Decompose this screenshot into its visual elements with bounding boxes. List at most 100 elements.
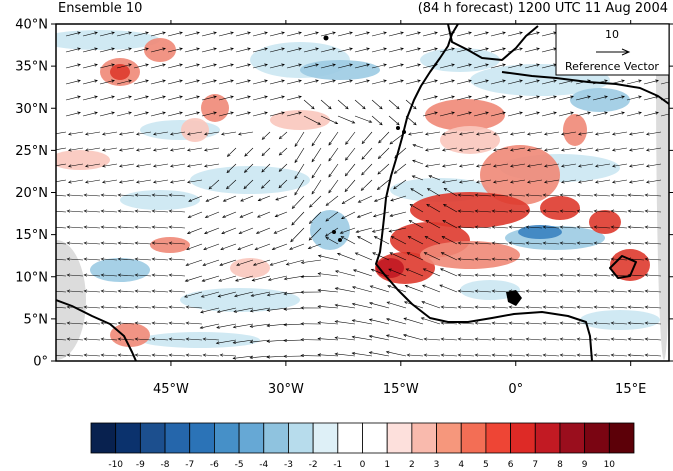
- wind-vector: [184, 48, 200, 53]
- wind-vector-head: [593, 321, 598, 325]
- wind-vector-head: [317, 304, 321, 309]
- wind-vector: [318, 306, 339, 309]
- wind-vector: [335, 353, 356, 357]
- wind-vector-head: [168, 257, 173, 261]
- wind-vector-head: [315, 79, 319, 83]
- wind-vector-head: [170, 180, 174, 184]
- wind-vector: [136, 147, 152, 151]
- wind-vector-head: [136, 132, 140, 136]
- wind-vector: [67, 210, 84, 213]
- wind-vector-head: [474, 257, 479, 261]
- wind-vector: [286, 259, 305, 265]
- wind-vector-head: [576, 353, 581, 357]
- wind-vector: [628, 354, 645, 357]
- wind-vector-head: [400, 31, 404, 35]
- wind-vector-head: [162, 63, 166, 67]
- wind-vector: [407, 354, 424, 357]
- wind-vector: [311, 147, 322, 162]
- wind-vector: [378, 131, 390, 144]
- wind-vector: [218, 96, 234, 101]
- wind-vector-head: [317, 272, 322, 276]
- wind-vector: [353, 269, 373, 277]
- wind-vector-head: [187, 148, 191, 152]
- wind-vector-head: [249, 324, 254, 328]
- wind-vector-head: [372, 252, 376, 256]
- wind-vector: [394, 163, 407, 174]
- wind-vector: [543, 290, 560, 293]
- colorbar-box: [510, 422, 536, 454]
- wind-vector-head: [309, 204, 313, 208]
- anomaly-patch: [190, 166, 310, 194]
- wind-vector-head: [527, 148, 531, 152]
- wind-vector: [577, 322, 594, 325]
- wind-vector-head: [226, 185, 230, 190]
- wind-vector: [284, 323, 305, 326]
- wind-vector-head: [525, 193, 530, 197]
- wind-vector: [560, 226, 577, 229]
- wind-vector-head: [151, 257, 156, 261]
- wind-vector: [575, 112, 591, 117]
- wind-vector: [102, 147, 118, 151]
- anomaly-patch: [540, 196, 580, 220]
- wind-vector: [56, 242, 67, 245]
- wind-vector-head: [386, 301, 391, 305]
- wind-vector-head: [83, 209, 88, 213]
- wind-vector: [390, 195, 407, 201]
- wind-vector-head: [100, 353, 105, 357]
- colorbar-label: 2: [409, 460, 415, 470]
- wind-vector-head: [83, 241, 88, 245]
- wind-vector: [541, 112, 557, 117]
- wind-vector-head: [186, 247, 190, 251]
- wind-vector: [118, 290, 135, 293]
- wind-vector: [205, 211, 220, 218]
- wind-vector: [526, 338, 543, 341]
- wind-vector-head: [136, 164, 140, 168]
- wind-vector-head: [184, 294, 188, 298]
- mediterranean-coast: [501, 71, 669, 105]
- wind-vector: [594, 194, 611, 197]
- wind-vector-head: [383, 63, 387, 67]
- wind-vector: [252, 48, 268, 53]
- wind-vector: [217, 307, 237, 313]
- wind-vector: [594, 354, 611, 357]
- wind-vector-head: [187, 164, 191, 168]
- wind-vector: [492, 194, 509, 197]
- wind-vector-head: [379, 105, 383, 110]
- wind-vector: [303, 115, 321, 125]
- wind-vector-head: [300, 306, 304, 310]
- wind-vector-head: [66, 321, 71, 325]
- wind-vector: [84, 258, 101, 261]
- wind-vector-head: [111, 79, 115, 83]
- wind-vector: [311, 179, 322, 195]
- wind-vector-head: [644, 337, 649, 341]
- wind-vector: [427, 188, 441, 197]
- wind-vector: [56, 210, 67, 213]
- wind-vector-head: [134, 353, 139, 357]
- wind-vector: [524, 96, 540, 101]
- wind-vector-head: [213, 63, 217, 67]
- wind-vector: [509, 306, 526, 309]
- wind-vector: [169, 242, 186, 245]
- wind-vector-head: [294, 175, 298, 180]
- wind-vector-head: [247, 63, 251, 67]
- wind-vector: [425, 163, 441, 167]
- wind-vector-head: [612, 164, 616, 168]
- wind-vector-head: [77, 63, 81, 67]
- wind-vector: [422, 32, 438, 37]
- wind-vector-head: [50, 354, 53, 357]
- wind-vector-head: [153, 148, 157, 152]
- wind-vector-head: [536, 47, 540, 51]
- wind-vector: [135, 306, 152, 309]
- x-tick-label: 30°W: [268, 382, 304, 397]
- wind-vector-head: [442, 203, 447, 207]
- wind-vector: [507, 80, 523, 85]
- wind-vector: [509, 338, 526, 341]
- wind-vector: [239, 227, 254, 234]
- wind-vector-head: [128, 95, 132, 99]
- wind-vector: [118, 258, 135, 261]
- wind-vector: [101, 306, 118, 309]
- wind-vector-head: [390, 198, 394, 202]
- wind-vector-head: [442, 164, 446, 168]
- wind-vector: [475, 354, 492, 357]
- wind-vector: [595, 131, 611, 135]
